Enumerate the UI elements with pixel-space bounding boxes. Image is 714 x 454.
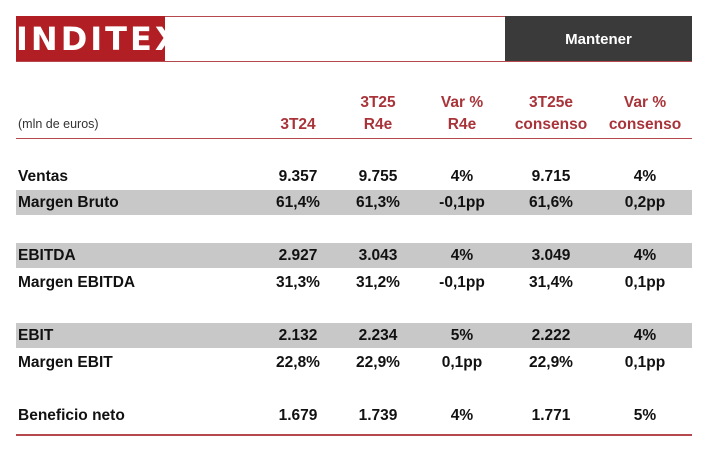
cell-3t25-r4e: 1.739 <box>358 407 398 424</box>
cell-var-r4e: 5% <box>450 327 474 344</box>
cell-var-consenso: 4% <box>633 168 657 185</box>
col-header-line2: R4e <box>363 116 393 133</box>
col-header-line1: Var % <box>440 94 484 111</box>
cell-var-consenso: 0,1pp <box>624 274 666 291</box>
cell-3t24: 9.357 <box>278 168 318 185</box>
table-row-ventas: Ventas 9.357 9.755 4% 9.715 4% <box>16 164 692 189</box>
cell-3t25e-consenso: 22,9% <box>529 354 573 371</box>
col-header-line2: R4e <box>447 116 477 133</box>
cell-3t24: 2.132 <box>278 327 318 344</box>
table-row-margen-bruto: Margen Bruto 61,4% 61,3% -0,1pp 61,6% 0,… <box>16 190 692 215</box>
cell-3t25-r4e: 2.234 <box>358 327 398 344</box>
header-divider <box>16 138 692 139</box>
table-row-beneficio-neto: Beneficio neto 1.679 1.739 4% 1.771 5% <box>16 403 692 428</box>
rating-badge: Mantener <box>505 16 692 62</box>
cell-3t24: 22,8% <box>276 354 320 371</box>
cell-3t25e-consenso: 31,4% <box>529 274 573 291</box>
cell-var-consenso: 4% <box>633 247 657 264</box>
col-header-line2: consenso <box>608 116 682 133</box>
row-label: EBIT <box>18 327 54 344</box>
cell-3t25-r4e: 61,3% <box>356 194 400 211</box>
col-header-line1: Var % <box>623 94 667 111</box>
report-header: INDITEX Mantener <box>16 16 692 62</box>
cell-3t25e-consenso: 1.771 <box>531 407 571 424</box>
row-label: Margen EBIT <box>18 354 113 371</box>
row-label: Margen Bruto <box>18 194 119 211</box>
cell-var-r4e: -0,1pp <box>439 194 485 211</box>
table-row-margen-ebit: Margen EBIT 22,8% 22,9% 0,1pp 22,9% 0,1p… <box>16 350 692 375</box>
cell-var-r4e: 4% <box>450 247 474 264</box>
cell-3t25-r4e: 22,9% <box>356 354 400 371</box>
cell-var-r4e: 0,1pp <box>441 354 483 371</box>
col-header-3t25e-consenso: 3T25e consenso <box>504 92 598 136</box>
cell-var-r4e: 4% <box>450 168 474 185</box>
cell-3t25-r4e: 31,2% <box>356 274 400 291</box>
cell-3t25e-consenso: 9.715 <box>531 168 571 185</box>
table-row-margen-ebitda: Margen EBITDA 31,3% 31,2% -0,1pp 31,4% 0… <box>16 270 692 295</box>
cell-3t24: 1.679 <box>278 407 318 424</box>
col-header-line2: consenso <box>514 116 588 133</box>
cell-3t25e-consenso: 2.222 <box>531 327 571 344</box>
row-label: Beneficio neto <box>18 407 125 424</box>
inditex-logo: INDITEX <box>16 16 180 62</box>
table-bottom-rule <box>16 434 692 436</box>
cell-var-consenso: 5% <box>633 407 657 424</box>
col-header-var-consenso: Var % consenso <box>600 92 690 136</box>
col-header-line1: 3T25 <box>360 94 396 111</box>
row-label: EBITDA <box>18 247 76 264</box>
cell-var-r4e: 4% <box>450 407 474 424</box>
col-header-line2: 3T24 <box>280 116 316 133</box>
col-header-line1 <box>258 92 338 114</box>
cell-3t25e-consenso: 3.049 <box>531 247 571 264</box>
header-top-rule <box>16 16 692 17</box>
cell-3t25-r4e: 3.043 <box>358 247 398 264</box>
header-bottom-rule <box>16 61 692 62</box>
cell-3t24: 31,3% <box>276 274 320 291</box>
col-header-line1: 3T25e <box>529 94 573 111</box>
cell-var-r4e: -0,1pp <box>439 274 485 291</box>
table-row-ebitda: EBITDA 2.927 3.043 4% 3.049 4% <box>16 243 692 268</box>
cell-3t24: 2.927 <box>278 247 318 264</box>
col-header-3t25-r4e: 3T25 R4e <box>338 92 418 136</box>
units-label: (mln de euros) <box>18 117 99 131</box>
table-row-ebit: EBIT 2.132 2.234 5% 2.222 4% <box>16 323 692 348</box>
row-label: Margen EBITDA <box>18 274 136 291</box>
cell-3t24: 61,4% <box>276 194 320 211</box>
cell-3t25e-consenso: 61,6% <box>529 194 573 211</box>
cell-3t25-r4e: 9.755 <box>358 168 398 185</box>
cell-var-consenso: 4% <box>633 327 657 344</box>
col-header-var-r4e: Var % R4e <box>420 92 504 136</box>
col-header-3t24: 3T24 <box>258 92 338 136</box>
cell-var-consenso: 0,2pp <box>624 194 666 211</box>
row-label: Ventas <box>18 168 68 185</box>
cell-var-consenso: 0,1pp <box>624 354 666 371</box>
